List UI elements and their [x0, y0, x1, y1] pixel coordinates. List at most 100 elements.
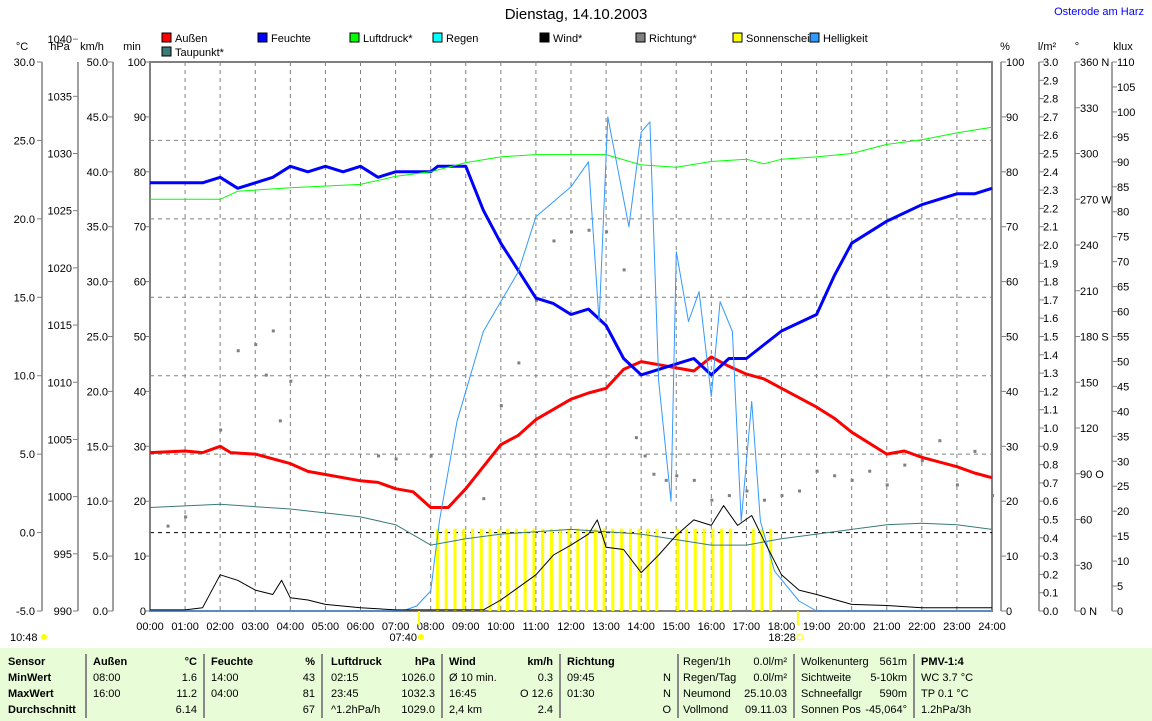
direction-point — [920, 459, 924, 463]
legend-swatch — [257, 32, 268, 43]
direction-point — [289, 379, 293, 383]
axis-tick-label: 50 — [1117, 356, 1129, 368]
axis-tick-label: 90 — [1117, 157, 1129, 169]
value-cell: N — [663, 672, 671, 684]
axis-tick-label: 35 — [1117, 431, 1129, 443]
sunshine-bar — [444, 528, 448, 611]
sunshine-bar — [646, 528, 650, 611]
axis-tick-label: 10.0 — [14, 371, 35, 383]
axis-tick-label: 60 — [1006, 277, 1018, 289]
axis-tick-label: 0.3 — [1043, 551, 1058, 563]
sunshine-bar — [720, 528, 724, 611]
time-cell: 08:00 — [93, 672, 121, 684]
direction-point — [394, 457, 398, 461]
time-cell: 23:45 — [331, 688, 359, 700]
axis-tick-label: 10 — [1006, 551, 1018, 563]
direction-point — [236, 349, 240, 353]
axis-tick-label: 0 — [1117, 606, 1123, 618]
axis-tick-label: 1.0 — [1043, 423, 1058, 435]
direction-point — [643, 454, 647, 458]
axis-tick-label: 40 — [134, 386, 146, 398]
info-row: Neumond 25.10.03 — [677, 686, 793, 702]
direction-point — [833, 474, 837, 478]
sunshine-bar — [769, 528, 773, 611]
direction-point — [652, 472, 656, 476]
axis-tick-label: 85 — [1117, 182, 1129, 194]
value-cell: 43 — [302, 672, 315, 684]
x-tick-label: 22:00 — [908, 621, 936, 633]
direction-point — [166, 524, 170, 528]
value-row: Ø 10 min. 0.3 — [443, 670, 559, 686]
value-row: 2,4 km 2.4 — [443, 702, 559, 718]
pmv-line: 1.2hPa/3h — [921, 704, 972, 716]
legend-swatch — [635, 32, 646, 43]
location-link[interactable]: Osterode am Harz — [1054, 6, 1144, 18]
axis-tick-label: 30 — [1080, 560, 1092, 572]
x-tick-label: 01:00 — [171, 621, 199, 633]
direction-point — [184, 515, 188, 519]
axis-tick-label: 1040 — [48, 34, 72, 46]
axis-tick-label: 0.0 — [20, 528, 35, 540]
value-cell: 2.4 — [537, 704, 553, 716]
sunshine-bar — [760, 528, 764, 611]
sunshine-bar — [611, 528, 615, 611]
header-row: Luftdruck hPa — [325, 654, 441, 670]
sunshine-bar — [506, 528, 510, 611]
sunshine-bar — [558, 528, 562, 611]
axis-tick-label: 2.3 — [1043, 185, 1058, 197]
direction-point — [271, 329, 275, 333]
col-richtung: Richtung 09:45 N 01:30 N O — [561, 654, 679, 718]
direction-point — [429, 454, 433, 458]
col-druck: Luftdruck hPa 02:15 1026.0 23:45 1032.3 ^1.2hP… — [325, 654, 443, 718]
value-row: 16:00 11.2 — [87, 686, 203, 702]
axis-tick-label: 40.0 — [87, 167, 108, 179]
value-row: O — [561, 702, 677, 718]
axis-tick-label: 5.0 — [20, 449, 35, 461]
unit-label: hPa — [414, 656, 435, 668]
axis-tick-label: 75 — [1117, 232, 1129, 244]
axis-tick-label: 2.9 — [1043, 75, 1058, 87]
axis-tick-label: 10.0 — [87, 496, 108, 508]
axis-tick-label: 15.0 — [14, 292, 35, 304]
axis-tick-label: 0.9 — [1043, 441, 1058, 453]
legend-label: Feuchte — [271, 33, 311, 45]
x-tick-label: 08:00 — [417, 621, 445, 633]
sunshine-bar — [541, 528, 545, 611]
axis-tick-label: 10 — [134, 551, 146, 563]
header-row: Wind km/h — [443, 654, 559, 670]
sunshine-bar — [711, 528, 715, 611]
pmv-line: WC 3.7 °C — [921, 672, 974, 684]
axis-tick-label: 1025 — [48, 206, 72, 218]
sunshine-bar — [751, 528, 755, 611]
axis-tick-label: 150 — [1080, 377, 1098, 389]
axis-tick-label: 30 — [1117, 456, 1129, 468]
info-value: 590m — [879, 688, 907, 700]
axis-tick-label: 1.3 — [1043, 368, 1058, 380]
axis-tick-label: 0 — [140, 606, 146, 618]
axis-tick-label: 90 — [134, 112, 146, 124]
info-label: Vollmond — [683, 704, 729, 716]
time-cell: 09:45 — [567, 672, 595, 684]
x-tick-label: 13:00 — [592, 621, 620, 633]
info-row: Vollmond 09.11.03 — [677, 702, 793, 718]
row-label: MinWert — [8, 672, 52, 684]
info-label: Wolkenunterg — [801, 656, 869, 668]
axis-tick-label: 15.0 — [87, 441, 108, 453]
axis-tick-label: 2.1 — [1043, 222, 1058, 234]
col-sensor: Sensor MinWert MaxWert Durchschnitt — [0, 654, 87, 718]
axis-tick-label: 180 S — [1080, 332, 1109, 344]
unit-label: % — [305, 656, 315, 668]
axis-tick-label: 20.0 — [14, 214, 35, 226]
direction-point — [955, 483, 959, 487]
legend-label: Richtung* — [649, 33, 697, 45]
axis-unit-sun: min — [123, 41, 141, 53]
sunshine-bar — [628, 528, 632, 611]
axis-tick-label: 30.0 — [87, 277, 108, 289]
info-value: 561m — [879, 656, 907, 668]
axis-tick-label: 20 — [1117, 506, 1129, 518]
axis-tick-label: 30 — [134, 441, 146, 453]
sunshine-bar — [462, 528, 466, 611]
header-label: Wind — [449, 656, 476, 668]
pmv-line: TP 0.1 °C — [921, 688, 969, 700]
axis-tick-label: 1.7 — [1043, 295, 1058, 307]
